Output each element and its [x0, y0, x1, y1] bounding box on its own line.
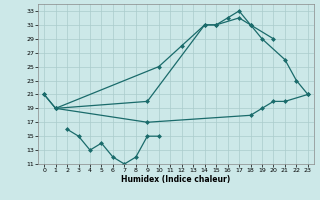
X-axis label: Humidex (Indice chaleur): Humidex (Indice chaleur) — [121, 175, 231, 184]
